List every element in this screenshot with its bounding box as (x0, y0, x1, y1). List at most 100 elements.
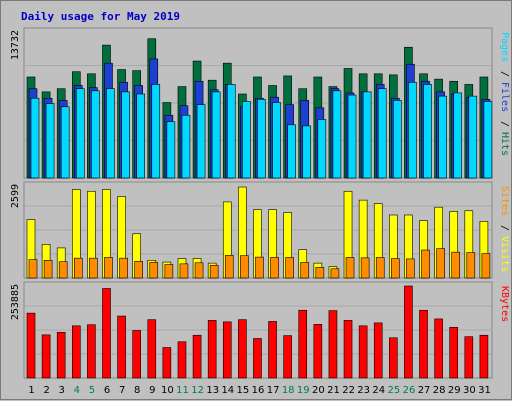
bar-kbytes-day-29 (449, 326, 459, 379)
panel-hits-files-pages-ymax-label: 13732 (10, 30, 21, 60)
x-tick-label-day-5: 5 (89, 385, 95, 396)
bar-kbytes-day-10 (162, 347, 172, 379)
x-tick-label-day-10: 10 (161, 385, 174, 396)
bar-sites-day-29 (451, 251, 461, 279)
x-tick-label-day-3: 3 (59, 385, 65, 396)
bar-pages-day-31 (483, 101, 493, 179)
bar-kbytes-day-30 (464, 336, 474, 379)
bar-sites-day-5 (89, 257, 98, 279)
x-tick-label-day-7: 7 (119, 385, 125, 396)
bar-kbytes-day-21 (328, 310, 338, 379)
bar-pages-day-16 (257, 99, 266, 179)
bar-sites-day-24 (375, 257, 385, 279)
bar-sites-day-23 (360, 257, 370, 279)
x-tick-label-day-28: 28 (433, 385, 446, 396)
bar-sites-day-30 (466, 252, 476, 279)
bar-pages-day-10 (166, 121, 176, 179)
bar-pages-day-18 (287, 124, 296, 179)
bar-sites-day-2 (43, 260, 53, 279)
bar-kbytes-day-24 (373, 322, 383, 379)
bar-sites-day-19 (300, 262, 310, 279)
bar-kbytes-day-15 (238, 319, 247, 379)
x-tick-label-day-18: 18 (282, 385, 295, 396)
legend-label-kbytes: KBytes (499, 286, 510, 322)
x-tick-label-day-30: 30 (463, 385, 476, 396)
x-tick-label-day-31: 31 (478, 385, 491, 396)
bar-pages-day-1 (30, 97, 40, 179)
bar-kbytes-day-17 (268, 321, 277, 379)
bar-kbytes-day-19 (298, 309, 308, 379)
bar-kbytes-day-14 (222, 321, 232, 379)
bar-sites-day-4 (73, 257, 83, 279)
legend-label-files: Files (499, 82, 510, 112)
bar-sites-day-1 (28, 259, 38, 279)
x-tick-label-day-14: 14 (221, 385, 234, 396)
bar-sites-day-25 (391, 258, 400, 279)
legend-separator: / (499, 225, 510, 231)
bar-sites-day-28 (436, 248, 445, 279)
bar-sites-day-7 (119, 257, 128, 279)
x-tick-label-day-15: 15 (237, 385, 250, 396)
x-tick-label-day-25: 25 (388, 385, 401, 396)
legend-label-sites: Sites (499, 186, 510, 216)
bar-pages-day-20 (317, 119, 327, 179)
x-tick-label-day-22: 22 (342, 385, 355, 396)
x-tick-label-day-1: 1 (28, 385, 34, 396)
bar-sites-day-14 (224, 255, 234, 279)
bar-pages-day-9 (151, 84, 161, 179)
bar-kbytes-day-9 (147, 319, 157, 379)
bar-pages-day-22 (347, 94, 357, 179)
bar-sites-day-3 (58, 261, 68, 279)
x-tick-label-day-23: 23 (357, 385, 370, 396)
bar-pages-day-21 (332, 90, 342, 179)
bar-sites-day-11 (179, 263, 189, 279)
bar-pages-day-24 (377, 88, 387, 179)
x-tick-label-day-12: 12 (191, 385, 204, 396)
bar-kbytes-day-11 (177, 341, 187, 379)
x-tick-label-day-19: 19 (297, 385, 310, 396)
x-tick-label-day-20: 20 (312, 385, 325, 396)
bar-pages-day-23 (362, 91, 372, 179)
x-tick-label-day-13: 13 (206, 385, 219, 396)
bar-pages-day-14 (226, 84, 236, 179)
bar-kbytes-day-18 (283, 335, 292, 379)
bar-sites-day-13 (209, 264, 219, 279)
bar-kbytes-day-12 (192, 334, 202, 379)
bar-kbytes-day-23 (358, 325, 368, 379)
legend-label-visits: Visits (499, 236, 510, 272)
bar-pages-day-4 (75, 88, 85, 179)
bar-sites-day-22 (345, 257, 355, 279)
bar-sites-day-17 (270, 257, 279, 279)
bar-kbytes-day-8 (132, 330, 141, 379)
bar-pages-day-13 (211, 91, 221, 179)
x-tick-label-day-9: 9 (149, 385, 155, 396)
x-tick-label-day-26: 26 (403, 385, 416, 396)
panel-kbytes-ymax-label: 253885 (10, 284, 21, 320)
bar-pages-day-3 (60, 106, 70, 179)
bar-kbytes-day-5 (87, 324, 96, 379)
bar-pages-day-15 (242, 101, 251, 179)
bar-pages-day-7 (121, 91, 130, 179)
bar-pages-day-17 (272, 102, 281, 179)
chart-title: Daily usage for May 2019 (21, 10, 180, 23)
bar-pages-day-28 (438, 95, 447, 179)
bar-pages-day-26 (408, 82, 417, 179)
bar-kbytes-day-22 (343, 320, 353, 379)
bar-pages-day-19 (302, 125, 312, 179)
x-tick-label-day-8: 8 (134, 385, 140, 396)
bar-sites-day-27 (421, 249, 430, 279)
bar-pages-day-12 (196, 104, 206, 179)
bar-sites-day-8 (134, 261, 143, 279)
x-tick-label-day-4: 4 (74, 385, 80, 396)
bar-kbytes-day-20 (313, 324, 323, 379)
bar-sites-day-9 (149, 262, 159, 279)
bar-sites-day-15 (240, 255, 249, 279)
legend-separator: / (499, 121, 510, 127)
bar-kbytes-day-13 (207, 320, 217, 379)
bar-pages-day-5 (91, 90, 100, 179)
bar-kbytes-day-2 (41, 334, 51, 379)
x-tick-label-day-11: 11 (176, 385, 189, 396)
legend-label-pages: Pages (499, 32, 510, 62)
x-tick-label-day-24: 24 (372, 385, 385, 396)
